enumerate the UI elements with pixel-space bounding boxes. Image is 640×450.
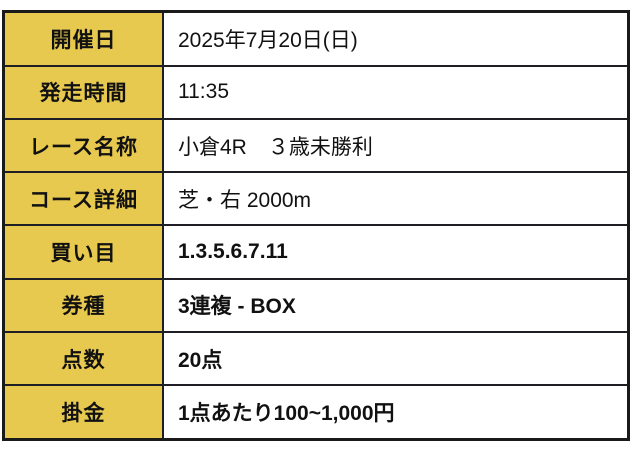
row-value-race-name: 小倉4R ３歳未勝利 [162, 117, 630, 174]
table-row-ticket-type: 券種 3連複 - BOX [2, 277, 630, 334]
row-label-race-name: レース名称 [2, 117, 164, 174]
table-row-stake: 掛金 1点あたり100~1,000円 [2, 384, 630, 441]
row-value-bet-numbers: 1.3.5.6.7.11 [162, 224, 630, 280]
row-label-course-detail: コース詳細 [2, 171, 164, 227]
row-value-course-detail: 芝・右 2000m [162, 171, 630, 227]
row-label-event-date: 開催日 [2, 10, 164, 67]
table-row-event-date: 開催日 2025年7月20日(日) [2, 10, 630, 67]
table-row-point-count: 点数 20点 [2, 331, 630, 387]
table-row-course-detail: コース詳細 芝・右 2000m [2, 171, 630, 227]
row-label-ticket-type: 券種 [2, 277, 164, 334]
row-label-start-time: 発走時間 [2, 64, 164, 120]
row-value-ticket-type: 3連複 - BOX [162, 277, 630, 334]
row-value-start-time: 11:35 [162, 64, 630, 120]
table-row-start-time: 発走時間 11:35 [2, 64, 630, 120]
race-info-grid: 開催日 2025年7月20日(日) 発走時間 11:35 レース名称 小倉4R … [2, 10, 630, 441]
table-row-bet-numbers: 買い目 1.3.5.6.7.11 [2, 224, 630, 280]
race-info-table: 開催日 2025年7月20日(日) 発走時間 11:35 レース名称 小倉4R … [2, 10, 630, 441]
row-value-point-count: 20点 [162, 331, 630, 387]
row-label-point-count: 点数 [2, 331, 164, 387]
row-value-stake: 1点あたり100~1,000円 [162, 384, 630, 441]
table-row-race-name: レース名称 小倉4R ３歳未勝利 [2, 117, 630, 174]
row-value-event-date: 2025年7月20日(日) [162, 10, 630, 67]
row-label-bet-numbers: 買い目 [2, 224, 164, 280]
row-label-stake: 掛金 [2, 384, 164, 441]
